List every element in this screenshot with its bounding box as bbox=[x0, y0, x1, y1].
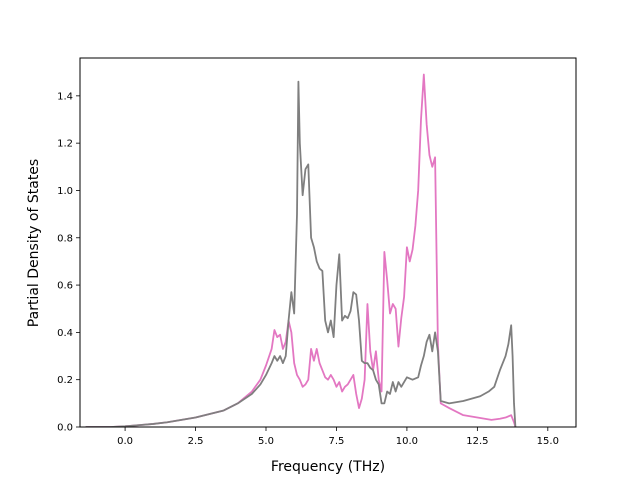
y-tick-label: 0.2 bbox=[57, 375, 73, 386]
x-tick-label: 10.0 bbox=[396, 436, 418, 447]
y-tick-label: 0.8 bbox=[57, 233, 73, 244]
y-axis-label: Partial Density of States bbox=[26, 159, 42, 327]
series-line-2 bbox=[85, 80, 517, 427]
series-line-1 bbox=[85, 73, 517, 427]
y-tick-label: 0.4 bbox=[57, 328, 73, 339]
x-axis-label: Frequency (THz) bbox=[271, 459, 385, 475]
y-tick-label: 1.4 bbox=[57, 91, 73, 102]
x-tick-label: 2.5 bbox=[188, 436, 204, 447]
x-tick-label: 5.0 bbox=[258, 436, 274, 447]
x-tick-label: 12.5 bbox=[466, 436, 488, 447]
y-tick-label: 0.6 bbox=[57, 281, 73, 292]
y-tick-label: 1.2 bbox=[57, 139, 73, 150]
y-tick-label: 1.0 bbox=[57, 186, 73, 197]
x-tick-label: 7.5 bbox=[329, 436, 345, 447]
ticks: 0.0 2.5 5.0 7.5 10.0 12.5 15.0 0.0 0.2 0.4 0.6 0.8 1… bbox=[57, 91, 559, 447]
plot-area bbox=[85, 73, 517, 427]
x-tick-label: 15.0 bbox=[537, 436, 559, 447]
axes-frame bbox=[79, 57, 577, 428]
y-tick-label: 0.0 bbox=[57, 423, 73, 434]
x-tick-label: 0.0 bbox=[117, 436, 133, 447]
